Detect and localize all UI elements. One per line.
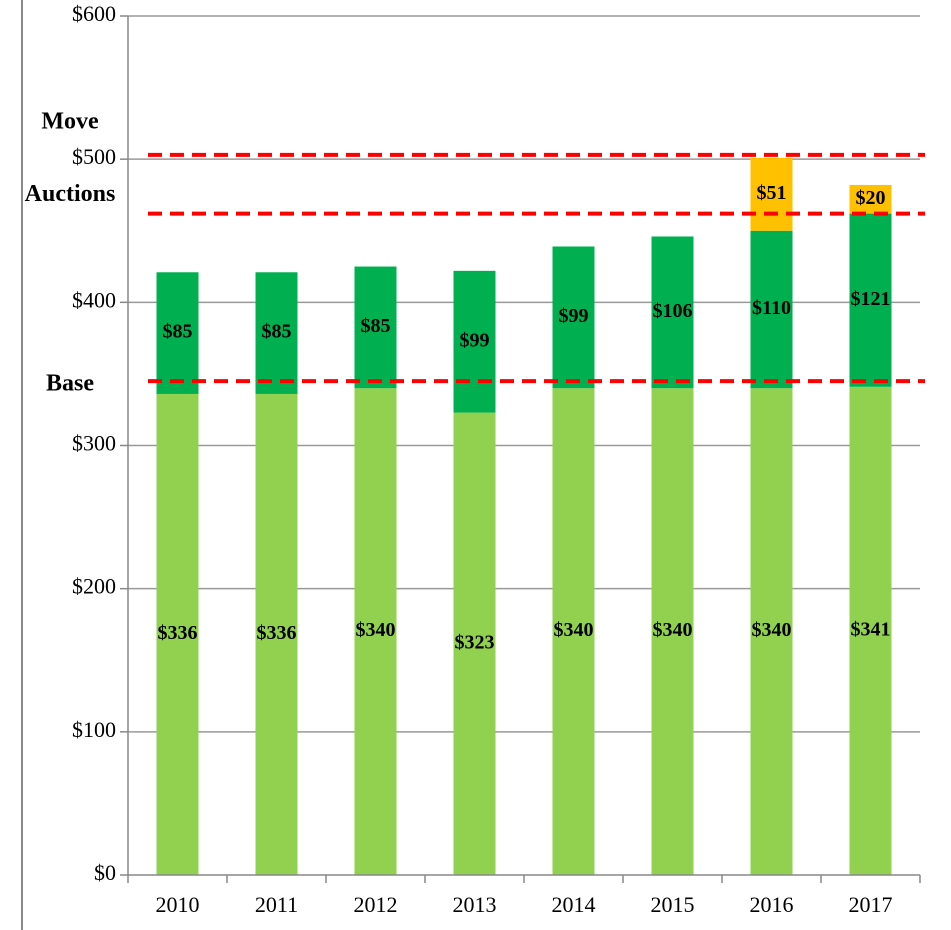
y-tick-label: $300 (72, 431, 116, 456)
bar-segment (552, 246, 595, 389)
data-label: $110 (752, 297, 791, 319)
x-tick-label: 2014 (552, 892, 596, 917)
data-label: $20 (856, 187, 886, 209)
data-label: $85 (262, 321, 292, 343)
data-label: $340 (752, 619, 792, 641)
y-tick-label: $600 (72, 1, 116, 26)
bar-segment (849, 386, 892, 875)
reference-label: Base (46, 371, 94, 397)
data-label: $106 (653, 300, 693, 322)
data-label: $340 (356, 619, 396, 641)
bar-segment (651, 236, 694, 389)
bar-segment (255, 393, 298, 875)
y-tick-label: $0 (94, 860, 116, 885)
data-label: $323 (455, 631, 495, 653)
bar-segment (750, 157, 793, 231)
data-label: $99 (460, 329, 490, 351)
bar-segment (750, 230, 793, 389)
data-label: $336 (257, 622, 297, 644)
x-tick-label: 2016 (750, 892, 794, 917)
bar-segment (453, 412, 496, 875)
x-tick-label: 2015 (651, 892, 695, 917)
x-tick-label: 2011 (255, 892, 298, 917)
data-label: $340 (554, 619, 594, 641)
data-label: $85 (163, 321, 193, 343)
bar-segment (750, 388, 793, 875)
reference-label: Move (41, 108, 99, 134)
bar-segment (255, 272, 298, 394)
y-tick-label: $500 (72, 144, 116, 169)
x-tick-label: 2012 (354, 892, 398, 917)
data-label: $341 (851, 618, 891, 640)
reference-label: Auctions (25, 181, 116, 207)
bar-segment (651, 388, 694, 875)
bar-segment (156, 272, 199, 394)
bar-segment (552, 388, 595, 875)
data-label: $340 (653, 619, 693, 641)
y-tick-label: $400 (72, 287, 116, 312)
data-label: $85 (361, 315, 391, 337)
bar-segment (354, 266, 397, 389)
data-label: $121 (851, 288, 891, 310)
data-label: $51 (757, 182, 787, 204)
bar-segment (354, 388, 397, 875)
bar-segment (849, 184, 892, 214)
x-tick-label: 2017 (849, 892, 893, 917)
y-tick-label: $100 (72, 717, 116, 742)
bar-segment (453, 270, 496, 413)
y-tick-label: $200 (72, 574, 116, 599)
data-label: $336 (158, 622, 198, 644)
x-tick-label: 2010 (156, 892, 200, 917)
data-label: $99 (559, 305, 589, 327)
x-tick-label: 2013 (453, 892, 497, 917)
bar-segment (849, 213, 892, 387)
bar-segment (156, 393, 199, 875)
